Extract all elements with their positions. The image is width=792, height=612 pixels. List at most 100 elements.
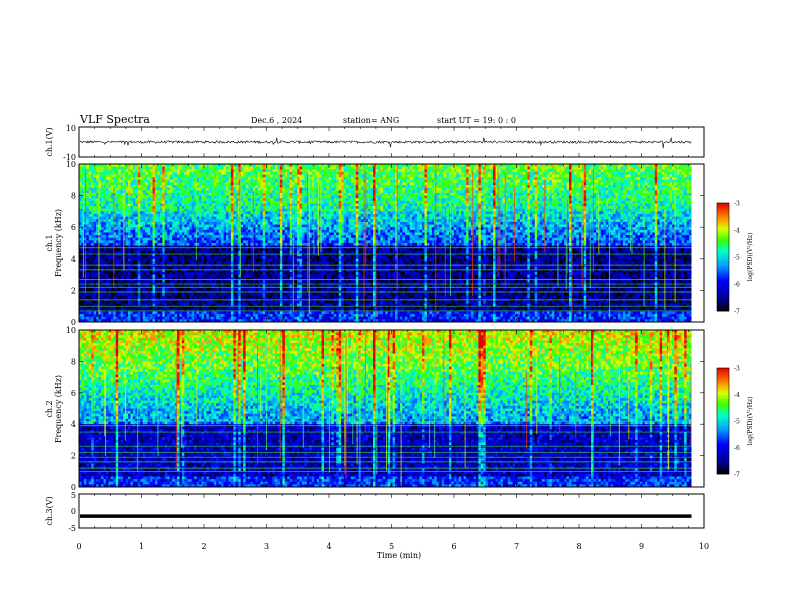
- spectrogram-cell: [145, 206, 148, 209]
- spectrogram-cell: [635, 211, 638, 214]
- spectrogram-cell: [346, 193, 349, 196]
- spectrogram-cell: [353, 188, 356, 191]
- spectrogram-cell: [209, 185, 212, 188]
- spectrogram-cell: [324, 198, 327, 201]
- spectrogram-cell: [153, 182, 156, 185]
- spectrogram-cell: [153, 209, 156, 212]
- spectrogram-cell: [233, 193, 236, 196]
- spectrogram-cell: [662, 182, 665, 185]
- spectrogram-cell: [216, 167, 219, 170]
- spectrogram-cell: [508, 169, 511, 172]
- spectrogram-cell: [280, 182, 283, 185]
- spectrogram-cell: [184, 209, 187, 212]
- spectrogram-cell: [248, 185, 251, 188]
- spectrogram-cell: [106, 175, 109, 178]
- spectrogram-cell: [454, 214, 457, 217]
- spectrogram-cell: [603, 175, 606, 178]
- spectrogram-cell: [319, 193, 322, 196]
- spectrogram-cell: [532, 193, 535, 196]
- spectrogram-cell: [522, 175, 525, 178]
- spectrogram-cell: [86, 175, 89, 178]
- spectrogram-cell: [652, 182, 655, 185]
- spectrogram-cell: [415, 188, 418, 191]
- spectrogram-cell: [540, 201, 543, 204]
- spectrogram-cell: [689, 204, 692, 207]
- spectrogram-cell: [424, 204, 427, 207]
- spectrogram-cell: [106, 182, 109, 185]
- spectrogram-cell: [145, 209, 148, 212]
- spectrogram-cell: [650, 201, 653, 204]
- spectrogram-cell: [187, 190, 190, 193]
- spectrogram-cell: [116, 172, 119, 175]
- spectrogram-cell: [459, 177, 462, 180]
- spectrogram-cell: [554, 193, 557, 196]
- spectrogram-cell: [228, 169, 231, 172]
- spectrogram-cell: [231, 206, 234, 209]
- spectrogram-cell: [268, 190, 271, 193]
- spectrogram-cell: [172, 198, 175, 201]
- spectrogram-cell: [243, 211, 246, 214]
- spectrogram-cell: [211, 196, 214, 199]
- spectrogram-cell: [429, 193, 432, 196]
- spectrogram-cell: [464, 209, 467, 212]
- spectrogram-cell: [287, 201, 290, 204]
- spectrogram-cell: [255, 190, 258, 193]
- spectrogram-cell: [451, 196, 454, 199]
- spectrogram-cell: [606, 204, 609, 207]
- spectrogram-cell: [400, 198, 403, 201]
- spectrogram-cell: [594, 198, 597, 201]
- spectrogram-cell: [356, 182, 359, 185]
- spectrogram-cell: [99, 167, 102, 170]
- spectrogram-cell: [525, 209, 528, 212]
- spectrogram-cell: [473, 175, 476, 178]
- spectrogram-cell: [351, 167, 354, 170]
- spectrogram-cell: [211, 204, 214, 207]
- spectrogram-cell: [351, 188, 354, 191]
- spectrogram-cell: [268, 196, 271, 199]
- spectrogram-cell: [219, 185, 222, 188]
- spectrogram-cell: [189, 209, 192, 212]
- spectrogram-cell: [437, 167, 440, 170]
- spectrogram-cell: [192, 185, 195, 188]
- spectrogram-cell: [297, 193, 300, 196]
- spectrogram-cell: [138, 188, 141, 191]
- spectrogram-cell: [255, 204, 258, 207]
- spectrogram-cell: [91, 209, 94, 212]
- spectrogram-cell: [224, 182, 227, 185]
- spectrogram-cell: [407, 204, 410, 207]
- spectrogram-cell: [473, 201, 476, 204]
- spectrogram-cell: [118, 193, 121, 196]
- spectrogram-cell: [398, 177, 401, 180]
- spectrogram-cell: [687, 204, 690, 207]
- spectrogram-cell: [312, 172, 315, 175]
- spectrogram-cell: [219, 198, 222, 201]
- spectrogram-cell: [214, 172, 217, 175]
- spectrogram-cell: [483, 177, 486, 180]
- spectrogram-cell: [393, 167, 396, 170]
- spectrogram-cell: [155, 193, 158, 196]
- spectrogram-cell: [258, 198, 261, 201]
- spectrogram-cell: [336, 167, 339, 170]
- spectrogram-cell: [380, 188, 383, 191]
- spectrogram-cell: [552, 182, 555, 185]
- spectrogram-cell: [206, 175, 209, 178]
- spectrogram-cell: [219, 206, 222, 209]
- spectrogram-cell: [302, 180, 305, 183]
- spectrogram-cell: [145, 185, 148, 188]
- spectrogram-cell: [101, 211, 104, 214]
- spectrogram-cell: [148, 182, 151, 185]
- spectrogram-cell: [383, 180, 386, 183]
- spectrogram-cell: [515, 193, 518, 196]
- spectrogram-cell: [437, 185, 440, 188]
- spectrogram-cell: [500, 193, 503, 196]
- spectrogram-cell: [643, 167, 646, 170]
- spectrogram-cell: [424, 214, 427, 217]
- spectrogram-cell: [322, 206, 325, 209]
- spectrogram-cell: [251, 182, 254, 185]
- spectrogram-cell: [684, 196, 687, 199]
- spectrogram-cell: [454, 177, 457, 180]
- spectrogram-cell: [427, 211, 430, 214]
- spectrogram-cell: [638, 182, 641, 185]
- spectrogram-cell: [285, 214, 288, 217]
- spectrogram-cell: [451, 175, 454, 178]
